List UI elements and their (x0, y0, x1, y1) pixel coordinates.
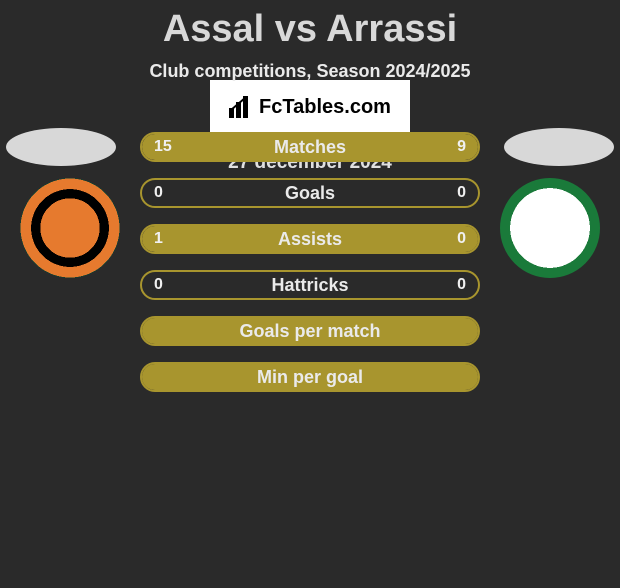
page-title: Assal vs Arrassi (0, 8, 620, 51)
stat-label: Matches (142, 137, 478, 158)
stats-area: 159Matches 00Goals 10Assists 00Hattricks Goa… (140, 132, 480, 408)
stat-row: Min per goal (140, 362, 480, 392)
stat-label: Min per goal (142, 367, 478, 388)
club-badge-right (500, 178, 600, 278)
stat-label: Goals per match (142, 321, 478, 342)
player-silhouette-left (6, 128, 116, 166)
player-silhouette-right (504, 128, 614, 166)
stat-row: 10Assists (140, 224, 480, 254)
fctables-watermark: FcTables.com (210, 80, 410, 134)
stat-row: 159Matches (140, 132, 480, 162)
page-subtitle: Club competitions, Season 2024/2025 (0, 61, 620, 82)
stat-row: 00Goals (140, 178, 480, 208)
stat-label: Assists (142, 229, 478, 250)
club-badge-left (20, 178, 120, 278)
chart-icon (229, 96, 253, 118)
fctables-label: FcTables.com (259, 96, 391, 119)
stat-label: Goals (142, 183, 478, 204)
stat-row: Goals per match (140, 316, 480, 346)
stat-label: Hattricks (142, 275, 478, 296)
stat-row: 00Hattricks (140, 270, 480, 300)
